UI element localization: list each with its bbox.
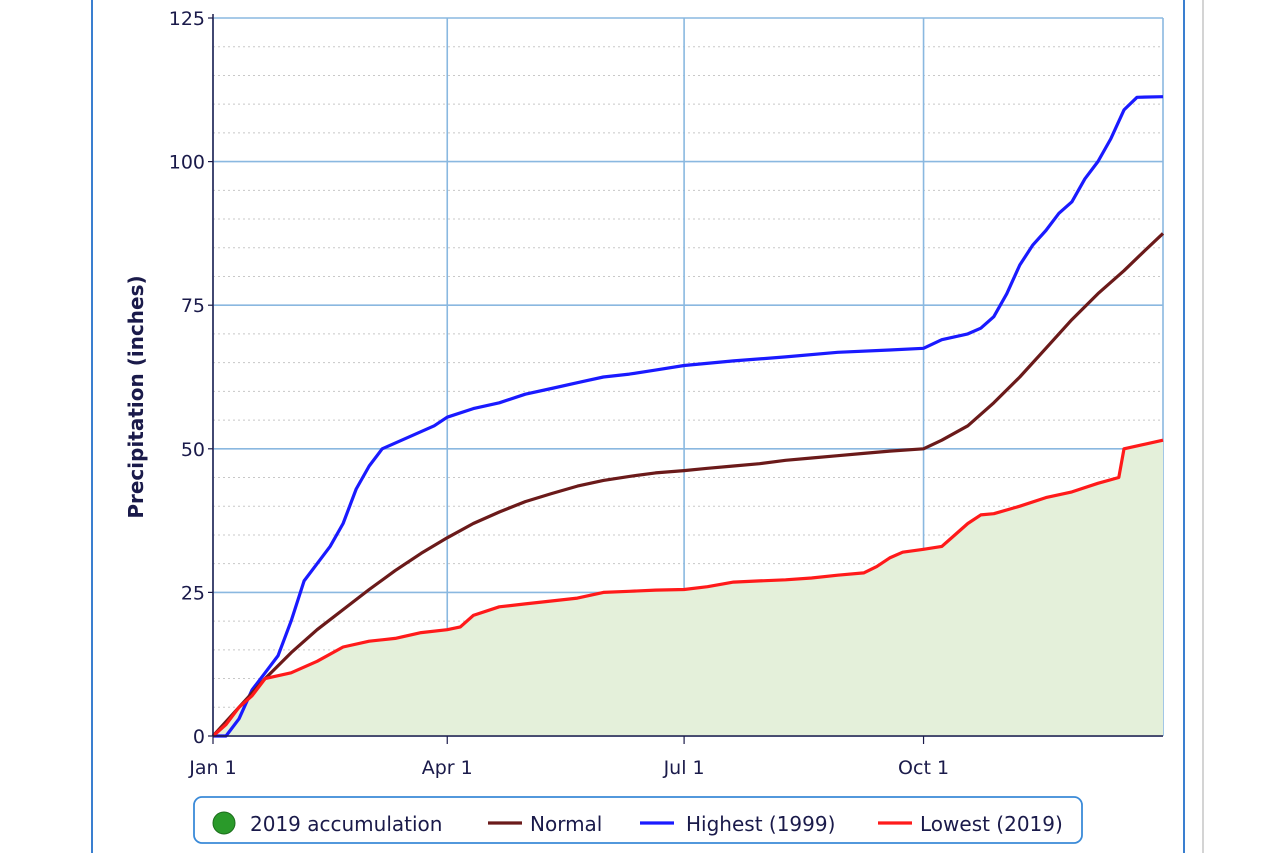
series-line-highest-1999 xyxy=(213,95,1164,738)
legend-marker-2019-accumulation xyxy=(212,811,236,835)
outer-border xyxy=(91,0,1204,853)
legend-label-highest-1999: Highest (1999) xyxy=(686,812,835,836)
y-tick-labels: 0 25 50 75 100 125 xyxy=(169,8,213,748)
x-tick-label: Jul 1 xyxy=(663,757,705,779)
axes xyxy=(212,14,1163,737)
legend-label-normal: Normal xyxy=(530,812,602,836)
series-lines xyxy=(211,95,1165,738)
y-tick-label: 100 xyxy=(169,152,205,174)
accumulation-area xyxy=(213,440,1163,736)
y-tick-label: 125 xyxy=(169,8,205,30)
y-tick-label: 75 xyxy=(181,295,205,317)
x-tick-label: Oct 1 xyxy=(898,757,949,779)
series-line-lowest-2019 xyxy=(211,438,1164,738)
x-tick-labels: Jan 1 Apr 1 Jul 1 Oct 1 xyxy=(188,736,949,779)
legend-label-2019-accumulation: 2019 accumulation xyxy=(250,812,442,836)
y-tick-label: 50 xyxy=(181,439,205,461)
y-tick-label: 25 xyxy=(181,582,205,604)
legend-label-lowest-2019: Lowest (2019) xyxy=(920,812,1063,836)
legend: 2019 accumulation Normal Highest (1999) Low… xyxy=(193,796,1083,844)
x-tick-label: Jan 1 xyxy=(188,757,236,779)
y-tick-label: 0 xyxy=(193,726,205,748)
series-line-normal xyxy=(211,232,1165,738)
area-2019-accumulation xyxy=(213,440,1163,736)
y-axis-title: Precipitation (inches) xyxy=(124,275,148,518)
x-tick-label: Apr 1 xyxy=(422,757,473,779)
legend-box xyxy=(193,796,1083,844)
